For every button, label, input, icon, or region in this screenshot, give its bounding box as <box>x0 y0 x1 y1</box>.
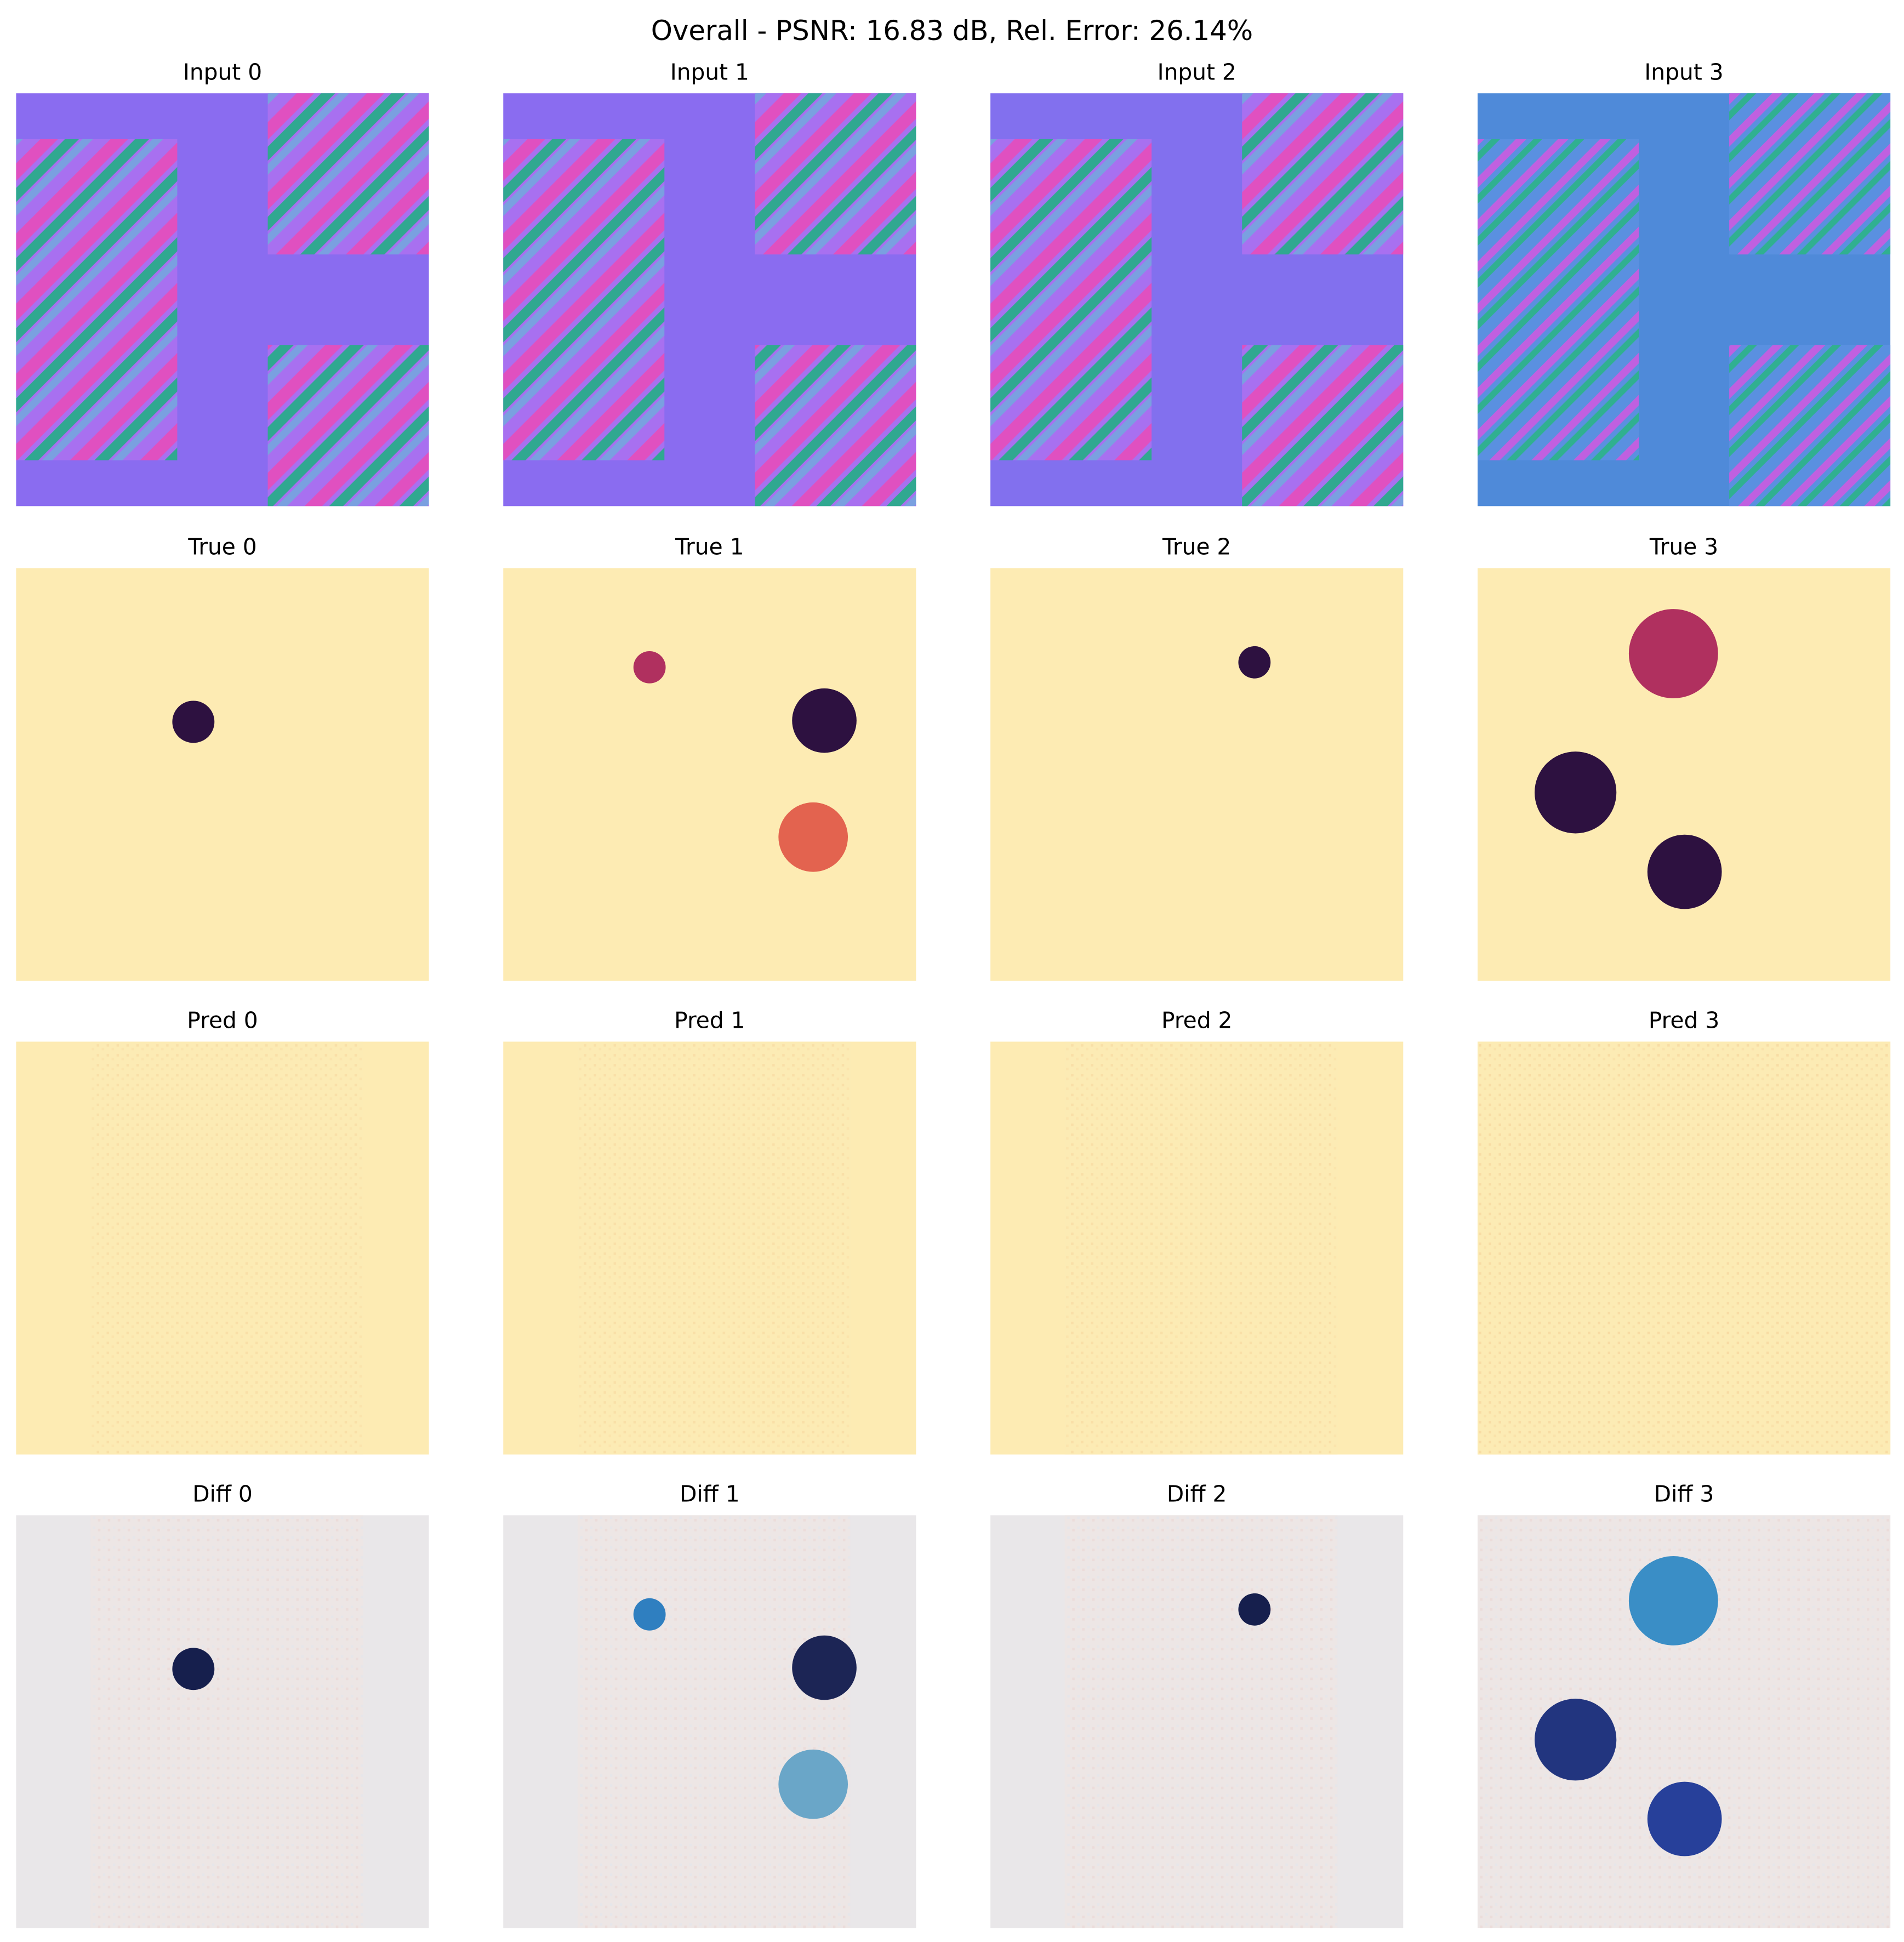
panel-image <box>1477 1515 1891 1928</box>
blob <box>1535 1699 1617 1781</box>
blob <box>1647 834 1722 909</box>
blob <box>1238 646 1271 679</box>
blob <box>778 1749 848 1819</box>
blob <box>172 701 215 743</box>
panel-image <box>990 568 1404 981</box>
blob <box>633 651 666 684</box>
panel-image <box>1477 93 1891 506</box>
panel-image <box>503 93 916 506</box>
panel-title: Input 0 <box>183 59 262 85</box>
pattern-region <box>267 345 429 506</box>
panel-title: Input 3 <box>1644 59 1723 85</box>
panel-image <box>16 93 429 506</box>
panel-image <box>16 568 429 981</box>
blob <box>1647 1781 1722 1856</box>
panel-image <box>503 568 916 981</box>
blob <box>792 1635 857 1700</box>
panel-image <box>503 1041 916 1455</box>
image-background <box>990 568 1404 981</box>
panel-image <box>990 1041 1404 1455</box>
pattern-region <box>1477 139 1639 460</box>
pattern-region <box>267 93 429 255</box>
pattern-region <box>1729 93 1891 255</box>
panel-title: True 0 <box>187 534 256 560</box>
panel-title: Pred 1 <box>674 1007 745 1034</box>
image-background <box>16 568 429 981</box>
noise-band <box>1477 1041 1891 1455</box>
pattern-region <box>990 139 1152 460</box>
panel-title: Diff 3 <box>1654 1481 1714 1507</box>
blob <box>1628 1556 1718 1645</box>
blob <box>633 1598 666 1631</box>
panel-image <box>990 1515 1404 1928</box>
blob <box>1238 1593 1271 1626</box>
panel-title: Diff 0 <box>192 1481 253 1507</box>
panel-image <box>1477 1041 1891 1455</box>
blob <box>792 688 857 753</box>
blob <box>1535 751 1617 834</box>
panel-title: Pred 3 <box>1649 1007 1719 1034</box>
panel-image <box>1477 568 1891 981</box>
panel-title: Pred 2 <box>1161 1007 1232 1034</box>
panel-title: True 1 <box>675 534 744 560</box>
blob <box>172 1648 215 1690</box>
pattern-region <box>1242 93 1404 255</box>
pattern-region <box>1242 345 1404 506</box>
panel-title: True 3 <box>1649 534 1718 560</box>
panel-title: Diff 1 <box>680 1481 740 1507</box>
panel-title: Diff 2 <box>1167 1481 1227 1507</box>
blob <box>778 802 848 872</box>
pattern-region <box>755 345 916 506</box>
pattern-region <box>16 139 178 460</box>
pattern-region <box>503 139 665 460</box>
noise-band <box>1064 1041 1338 1455</box>
panel-title: Pred 0 <box>187 1007 258 1034</box>
panel-title: Input 1 <box>670 59 749 85</box>
pattern-region <box>1729 345 1891 506</box>
blob <box>1628 609 1718 698</box>
noise-band <box>90 1041 363 1455</box>
noise-band <box>577 1515 851 1928</box>
noise-band <box>577 1041 851 1455</box>
figure-title: Overall - PSNR: 16.83 dB, Rel. Error: 26… <box>651 15 1253 47</box>
noise-band <box>90 1515 363 1928</box>
panels: Input 0 Input 1 Input 2 Input 3 True 0 True 1… <box>16 59 1891 1928</box>
panel-image <box>503 1515 916 1928</box>
panel-image <box>16 1515 429 1928</box>
panel-image <box>16 1041 429 1455</box>
image-background <box>503 568 916 981</box>
panel-title: Input 2 <box>1158 59 1236 85</box>
noise-band <box>1064 1515 1338 1928</box>
pattern-region <box>755 93 916 255</box>
panel-title: True 2 <box>1162 534 1231 560</box>
panel-image <box>990 93 1404 506</box>
